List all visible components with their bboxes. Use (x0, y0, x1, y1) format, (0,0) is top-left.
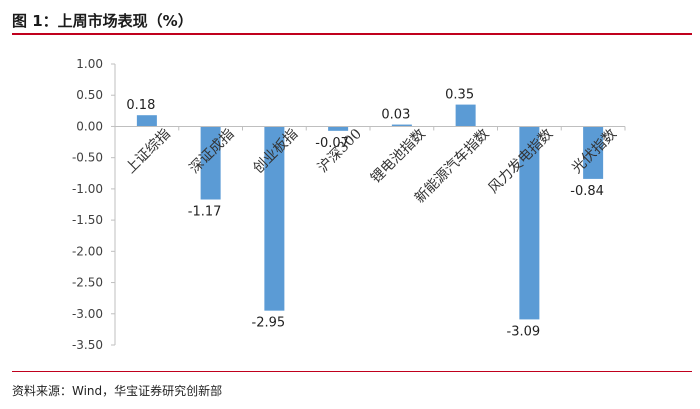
bar (200, 126, 221, 200)
data-label: 0.35 (445, 88, 474, 103)
y-tick-label: -3.50 (72, 338, 103, 352)
y-tick-label: -1.50 (72, 213, 103, 227)
category-label: 锂电池指数 (368, 126, 429, 187)
y-tick-label: -3.00 (72, 307, 103, 321)
chart-title: 图 1：上周市场表现（%） (12, 12, 193, 30)
y-tick-label: 1.00 (76, 57, 103, 71)
header-divider (12, 33, 692, 35)
bar-series (136, 104, 604, 320)
bar (328, 126, 349, 131)
bar (136, 115, 157, 127)
bar (264, 126, 285, 311)
y-tick-label: 0.00 (76, 119, 103, 133)
data-label: 0.03 (381, 108, 410, 123)
y-tick-label: -0.50 (72, 151, 103, 165)
y-tick-label: -2.00 (72, 244, 103, 258)
y-tick-label: -1.00 (72, 182, 103, 196)
y-tick-label: 0.50 (76, 88, 103, 102)
y-tick-label: -2.50 (72, 276, 103, 290)
footer-divider (12, 371, 692, 372)
data-label: 0.18 (126, 98, 155, 113)
data-label: -1.17 (188, 205, 222, 220)
bar (583, 126, 604, 179)
y-axis: 1.00 0.50 0.00 -0.50 -1.00 -1.50 -2.00 -2.50 -3.… (72, 57, 116, 352)
data-label: -2.95 (252, 316, 286, 331)
chart-header: 图 1：上周市场表现（%） (12, 6, 688, 34)
category-label: 上证综指 (123, 126, 174, 177)
bar (519, 126, 540, 320)
bar (391, 124, 412, 127)
category-label: 沪深300 (315, 126, 365, 176)
data-label: -0.84 (570, 184, 604, 199)
data-label: -3.09 (507, 324, 541, 339)
data-labels: 0.18 -1.17 -2.95 -0.07 0.03 0.35 -3.09 -0.84 (126, 88, 604, 340)
bar (455, 104, 476, 127)
source-note: 资料来源：Wind，华宝证券研究创新部 (12, 384, 223, 398)
data-label: -0.07 (315, 136, 349, 151)
